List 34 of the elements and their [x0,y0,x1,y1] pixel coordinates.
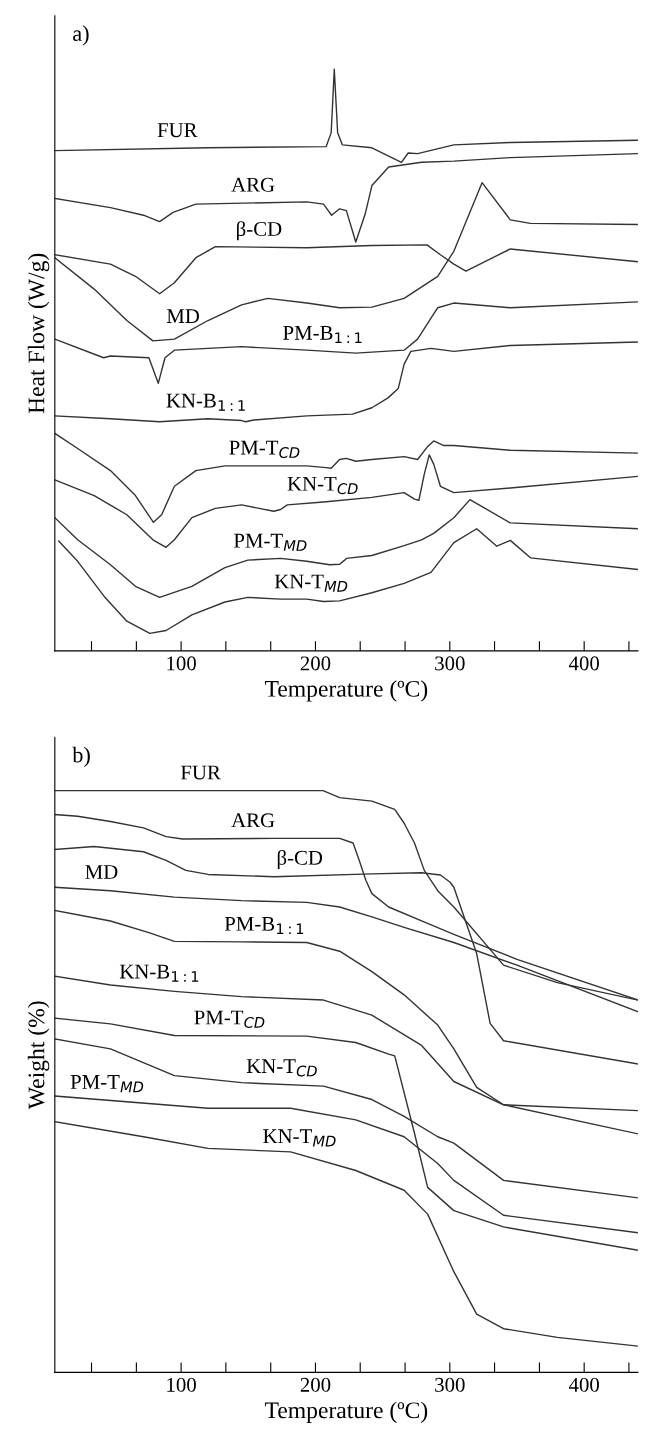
series-label: β-CD [277,849,323,870]
y-axis-title: Weight (%) [27,1001,50,1110]
y-axis-title: Heat Flow (W/g) [27,253,50,414]
series-label: KN-T$_{CD}$ [287,476,358,495]
x-tick-label: 400 [568,656,599,671]
series-label: PM-T$_{CD}$ [194,1010,265,1028]
series-label: KN-B$_{1:1}$ [166,393,245,411]
series-label: PM-B$_{1:1}$ [224,916,304,935]
series-label: MD [85,865,118,879]
x-tick-label: 300 [435,1377,465,1392]
series-label: MD [166,309,200,323]
x-tick-label: 400 [568,1377,599,1392]
series-label: KN-T$_{MD}$ [274,574,348,592]
text: a) [73,25,89,46]
series-label: FUR [157,123,198,138]
x-axis-title: Temperature (ºC) [264,680,428,702]
series-label: PM-T$_{MD}$ [70,1075,144,1093]
series-label: β-CD [237,221,282,241]
x-tick-label: 200 [300,656,331,671]
x-axis-title: Temperature (ºC) [264,1401,428,1424]
x-tick-label: 300 [435,656,465,671]
series-label: PM-T$_{MD}$ [233,533,307,551]
series-label: KN-T$_{CD}$ [246,1059,317,1077]
series-label: PM-T$_{CD}$ [229,440,300,459]
series-label: FUR [180,765,221,780]
text: b) [72,746,90,767]
series-label: KN-B$_{1:1}$ [119,964,199,982]
x-tick-label: 200 [300,1377,331,1392]
series-label: KN-T$_{MD}$ [263,1129,336,1147]
x-tick-label: 100 [167,1377,196,1392]
x-tick-label: 100 [167,656,196,671]
series-label: PM-B$_{1:1}$ [283,326,362,344]
series-label: ARG [231,177,275,192]
series-label: ARG [231,813,275,828]
